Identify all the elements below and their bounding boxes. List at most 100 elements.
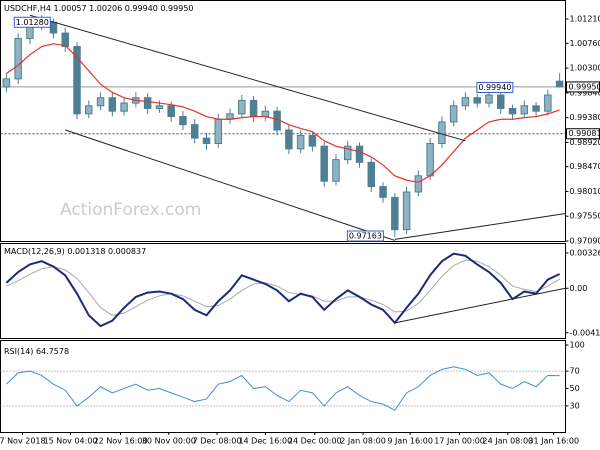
candle-body [332, 159, 340, 182]
moving-average [6, 43, 560, 183]
x-tick-label: 31 Jan 16:00 [528, 437, 579, 446]
candle-body [61, 32, 69, 48]
y-tick-label: 100 [570, 341, 585, 350]
candle-body [344, 145, 352, 161]
panel-header: MACD(12,26,9) 0.001318 0.000837 [4, 247, 146, 256]
candle-body [355, 145, 364, 163]
y-tick-label: 0.00 [570, 284, 588, 293]
candle-body [85, 105, 93, 115]
candle-body [214, 118, 222, 144]
trendline [65, 129, 395, 241]
y-tick-label: 1.00760 [570, 39, 600, 48]
candle-body [544, 94, 552, 112]
watermark: ActionForex.com [60, 200, 201, 220]
price-label: 0.99950 [569, 82, 600, 91]
annotation-box [13, 16, 51, 28]
x-tick-label: 15 Nov 04:00 [44, 437, 98, 446]
candle-body [555, 80, 564, 88]
candle-body [402, 191, 411, 231]
annotation-label: 0.97163 [349, 232, 382, 241]
panel-header: RSI(14) 64.7578 [4, 347, 69, 356]
candle-body [473, 97, 481, 104]
candle-body [190, 124, 199, 139]
y-tick-label: 1.01210 [570, 15, 600, 24]
indicator-line [6, 259, 560, 316]
y-tick-label: 70 [570, 367, 580, 376]
indicator-line [5, 252, 561, 328]
panel-header: USDCHF,H4 1.00057 1.00206 0.99940 0.9995… [4, 4, 194, 13]
price-label: 0.99081 [569, 129, 600, 138]
candle-body [426, 142, 434, 177]
candle-body [532, 105, 540, 112]
x-tick-label: 24 Jan 08:00 [482, 437, 533, 446]
candle-body [155, 105, 164, 109]
header-value: 1.00057 [54, 4, 87, 13]
x-tick-label: 22 Nov 16:00 [94, 437, 148, 446]
y-tick-label: -0.004119 [570, 328, 600, 337]
candle-body [285, 129, 293, 150]
x-tick-label: 17 Jan 00:00 [434, 437, 485, 446]
candle-body [14, 37, 22, 80]
y-tick-label: 30 [570, 401, 580, 410]
price-panel [0, 0, 566, 242]
candle-body [508, 107, 517, 115]
header-title: RSI(14) [4, 347, 33, 356]
candle-body [296, 134, 305, 150]
candle-body [108, 97, 117, 112]
trendline [29, 14, 466, 142]
candle-body [520, 105, 529, 115]
candle-body [96, 97, 105, 107]
candle-body [367, 161, 376, 188]
y-tick-label: 0.99380 [570, 113, 600, 122]
candle-body [73, 46, 81, 115]
header-value: 64.7578 [36, 347, 69, 356]
x-tick-label: 14 Dec 16:00 [238, 437, 292, 446]
x-tick-label: 7 Nov 2018 [0, 437, 46, 446]
candle-body [261, 110, 270, 118]
y-tick-label: 0.98920 [570, 138, 600, 147]
annotation-box [476, 81, 514, 93]
x-tick-label: 30 Nov 00:00 [142, 437, 196, 446]
trendline [394, 213, 566, 240]
y-tick-label: 0.97550 [570, 212, 600, 221]
y-tick-label: 1.00300 [570, 64, 600, 73]
candle-body [414, 175, 423, 193]
header-value: 0.99950 [160, 4, 193, 13]
y-tick-label: 0.98470 [570, 162, 600, 171]
x-tick-label: 9 Jan 16:00 [387, 437, 433, 446]
macd-panel [0, 243, 566, 339]
annotation-box [346, 230, 384, 242]
header-title: USDCHF,H4 [4, 4, 51, 13]
candle-body [143, 97, 152, 109]
annotation-label: 1.01280 [16, 18, 49, 27]
x-tick-label: 24 Dec 00:00 [288, 437, 342, 446]
x-tick-label: 2 Jan 08:00 [340, 437, 386, 446]
candle-body [497, 94, 505, 109]
candle-body [461, 97, 470, 107]
candle-body [49, 21, 58, 34]
y-tick-label: 0.97090 [570, 237, 600, 246]
header-value: 1.00206 [89, 4, 122, 13]
candle-body [249, 99, 258, 118]
annotation-label: 0.99940 [478, 83, 511, 92]
candle-body [379, 186, 387, 198]
header-value: 0.99940 [125, 4, 158, 13]
candle-body [485, 94, 493, 104]
candle-body [391, 196, 399, 231]
header-value: 0.000837 [108, 247, 146, 256]
candle-body [320, 145, 328, 182]
rsi-panel [0, 340, 566, 433]
header-value: 0.001318 [67, 247, 105, 256]
candle-body [120, 102, 128, 112]
y-tick-label: 50 [570, 384, 580, 393]
y-tick-label: 0.99840 [570, 88, 600, 97]
candle-body [438, 121, 446, 144]
indicator-line [6, 366, 560, 411]
candle-body [449, 105, 458, 123]
candle-body [308, 134, 317, 147]
candle-body [238, 99, 246, 115]
candle-body [202, 137, 211, 144]
x-tick-label: 7 Dec 08:00 [193, 437, 242, 446]
trendline [394, 287, 566, 324]
